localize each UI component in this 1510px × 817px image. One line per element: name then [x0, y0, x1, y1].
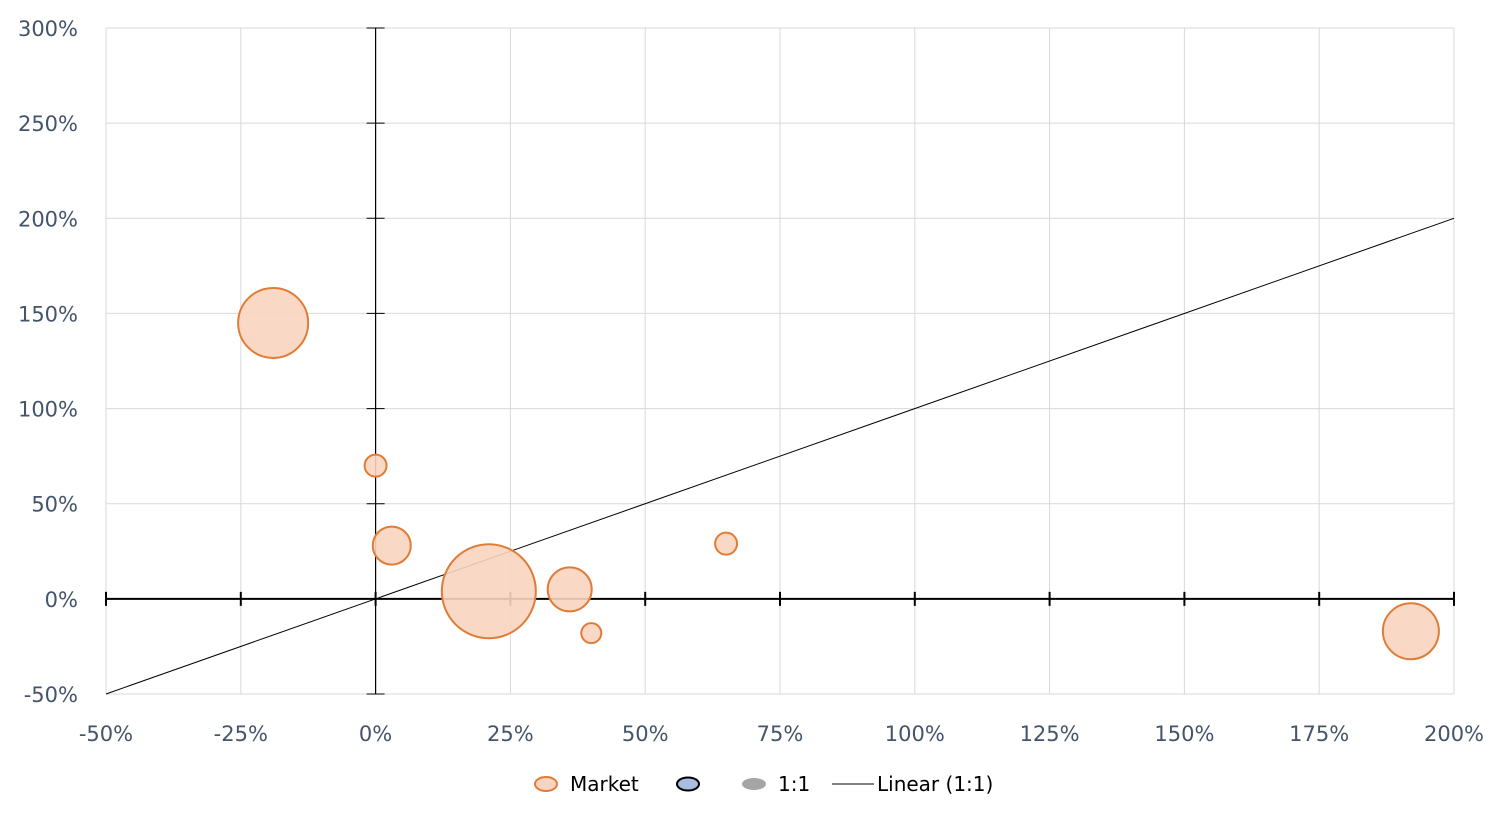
legend-label: Linear (1:1) [877, 772, 994, 796]
x-tick-label: 100% [885, 722, 945, 746]
x-tick-label: 25% [487, 722, 534, 746]
x-tick-label: 200% [1424, 722, 1484, 746]
y-axis-labels: 300% 250% 200% 150% 100% 50% 0% -50% [18, 17, 78, 707]
y-tick-label: 0% [45, 588, 78, 612]
market-bubble[interactable] [714, 531, 739, 556]
x-tick-label: 50% [622, 722, 669, 746]
market-bubble[interactable] [546, 566, 593, 613]
x-tick-label: 0% [359, 722, 392, 746]
market-bubbles [237, 286, 1440, 661]
x-axis-labels: -50% -25% 0% 25% 50% 75% 100% 125% 150% 175% 200% [79, 722, 1484, 746]
market-bubble[interactable] [371, 525, 412, 566]
legend-item-linear[interactable]: Linear (1:1) [832, 768, 993, 800]
market-bubble[interactable] [363, 453, 388, 478]
blue-swatch-icon [676, 776, 700, 792]
x-tick-label: -50% [79, 722, 133, 746]
legend-item-1to1[interactable]: 1:1 [740, 768, 810, 800]
x-tick-label: 75% [757, 722, 804, 746]
x-tick-label: 150% [1154, 722, 1214, 746]
legend-label: 1:1 [778, 772, 811, 796]
x-tick-label: -25% [214, 722, 268, 746]
trendline [105, 217, 1455, 695]
market-bubble[interactable] [440, 543, 537, 640]
y-tick-label: 250% [18, 112, 78, 136]
y-tick-label: 300% [18, 17, 78, 41]
legend-item-market[interactable]: Market [532, 768, 639, 800]
y-tick-label: 150% [18, 302, 78, 326]
y-tick-label: -50% [24, 683, 78, 707]
gray-swatch-icon [742, 778, 766, 790]
market-bubble[interactable] [1381, 602, 1440, 661]
legend-item-unnamed[interactable] [674, 768, 702, 800]
market-bubble[interactable] [580, 622, 603, 645]
legend-label: Market [570, 772, 639, 796]
y-tick-label: 50% [31, 493, 78, 517]
x-tick-label: 125% [1020, 722, 1080, 746]
y-tick-label: 100% [18, 398, 78, 422]
legend: Market 1:1 Linear (1:1) [0, 768, 1510, 800]
line-swatch-icon [832, 783, 874, 785]
y-tick-label: 200% [18, 207, 78, 231]
market-swatch-icon [534, 776, 558, 792]
x-tick-label: 175% [1289, 722, 1349, 746]
market-bubble[interactable] [237, 286, 310, 359]
